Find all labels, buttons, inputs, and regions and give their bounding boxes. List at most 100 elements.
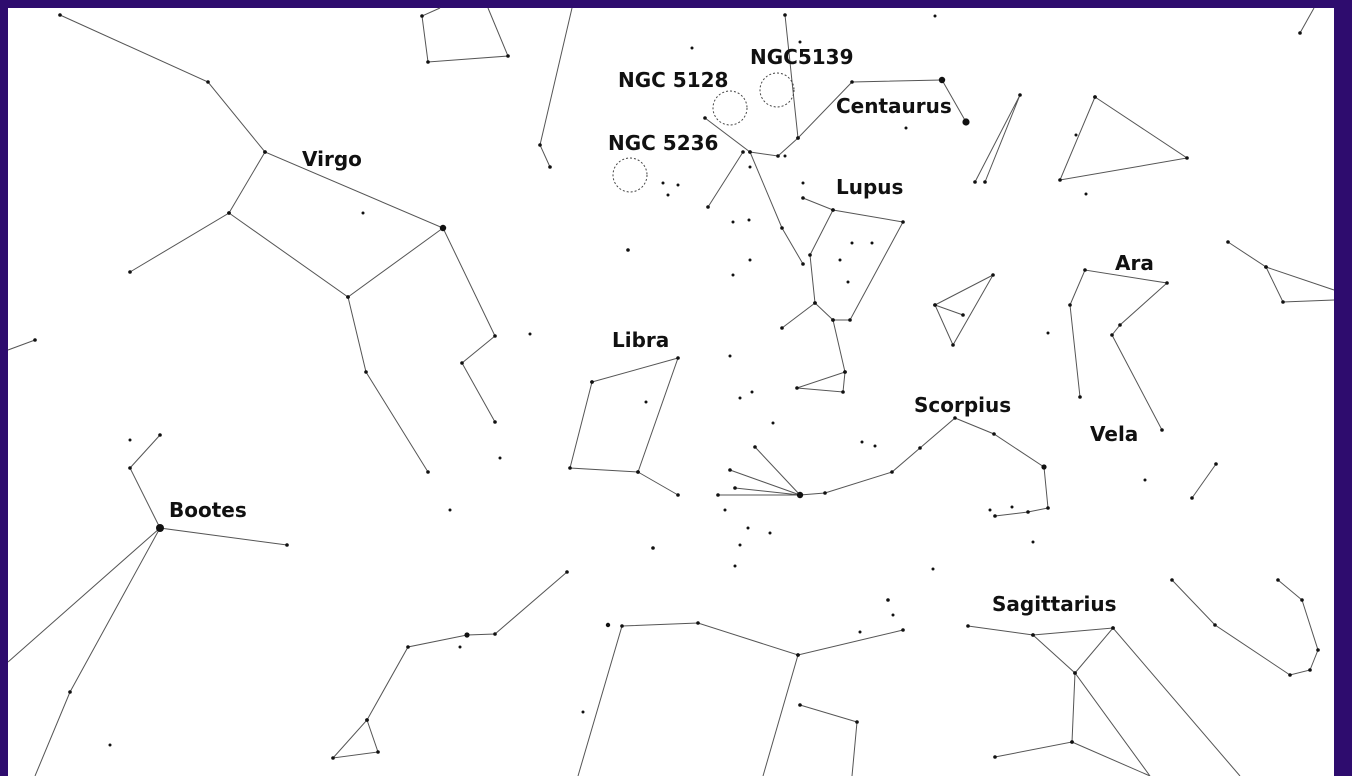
star (993, 514, 997, 518)
star (666, 193, 670, 197)
star (838, 258, 842, 262)
star (993, 755, 997, 759)
star (783, 13, 787, 17)
star (128, 466, 132, 470)
object-label: NGC5139 (750, 45, 854, 69)
star (406, 645, 410, 649)
star (992, 432, 996, 436)
line (704, 117, 799, 157)
star (728, 468, 732, 472)
star (796, 653, 800, 657)
star (285, 543, 289, 547)
line (941, 79, 967, 123)
star (1213, 623, 1217, 627)
star (420, 14, 424, 18)
star (364, 370, 368, 374)
star (676, 183, 680, 187)
star (973, 180, 977, 184)
star (951, 343, 955, 347)
star (798, 40, 802, 44)
star (962, 118, 970, 126)
star (33, 338, 37, 342)
star (464, 632, 470, 638)
star (723, 508, 727, 512)
star (1093, 95, 1097, 99)
star (780, 226, 784, 230)
star (891, 613, 895, 617)
constellation-label: Vela (1090, 422, 1138, 446)
star (1170, 578, 1174, 582)
constellation-label: Scorpius (914, 393, 1011, 417)
star (1281, 300, 1285, 304)
star (1084, 192, 1088, 196)
star (206, 80, 210, 84)
line (1059, 96, 1189, 181)
stars (33, 13, 1320, 760)
star (746, 526, 750, 530)
line (331, 571, 568, 759)
star (738, 396, 742, 400)
star (808, 253, 812, 257)
star (1026, 510, 1030, 514)
star (1046, 506, 1050, 510)
ngc-marker (712, 90, 748, 126)
star (795, 386, 799, 390)
star (796, 491, 804, 499)
star (581, 710, 585, 714)
star (620, 624, 624, 628)
star (626, 248, 630, 252)
map-area (8, 8, 1334, 776)
star (1160, 428, 1164, 432)
star (918, 446, 922, 450)
star (703, 116, 707, 120)
star (938, 76, 946, 84)
star (548, 165, 552, 169)
ngc-marker (612, 157, 648, 193)
star (801, 181, 805, 185)
star (733, 564, 737, 568)
star (904, 126, 908, 130)
line (129, 434, 288, 546)
line (967, 625, 1241, 776)
star (661, 181, 665, 185)
star (1165, 281, 1169, 285)
line (802, 197, 904, 321)
star (733, 486, 737, 490)
star (128, 438, 132, 442)
star (901, 220, 905, 224)
star (988, 508, 992, 512)
star (538, 143, 542, 147)
line (781, 302, 816, 329)
star (768, 531, 772, 535)
star (890, 470, 894, 474)
constellation-label: Sagittarius (992, 592, 1117, 616)
constellation-label: Ara (1115, 251, 1154, 275)
line (1265, 266, 1335, 291)
star (636, 470, 640, 474)
star (738, 543, 742, 547)
star (1214, 462, 1218, 466)
star (227, 211, 231, 215)
star (741, 150, 745, 154)
ngc-marker (759, 72, 795, 108)
star (1078, 395, 1082, 399)
star (498, 456, 502, 460)
star (108, 743, 112, 747)
star (605, 622, 611, 628)
star (365, 718, 369, 722)
line (994, 671, 1151, 776)
star (1083, 268, 1087, 272)
star (901, 628, 905, 632)
star (565, 570, 569, 574)
star (731, 273, 735, 277)
constellation-label: Bootes (169, 498, 247, 522)
star (676, 356, 680, 360)
star (1058, 178, 1062, 182)
star (1300, 598, 1304, 602)
star (848, 318, 852, 322)
star (1031, 633, 1035, 637)
star (68, 690, 72, 694)
star (590, 380, 594, 384)
line (7, 527, 161, 776)
star (58, 13, 62, 17)
